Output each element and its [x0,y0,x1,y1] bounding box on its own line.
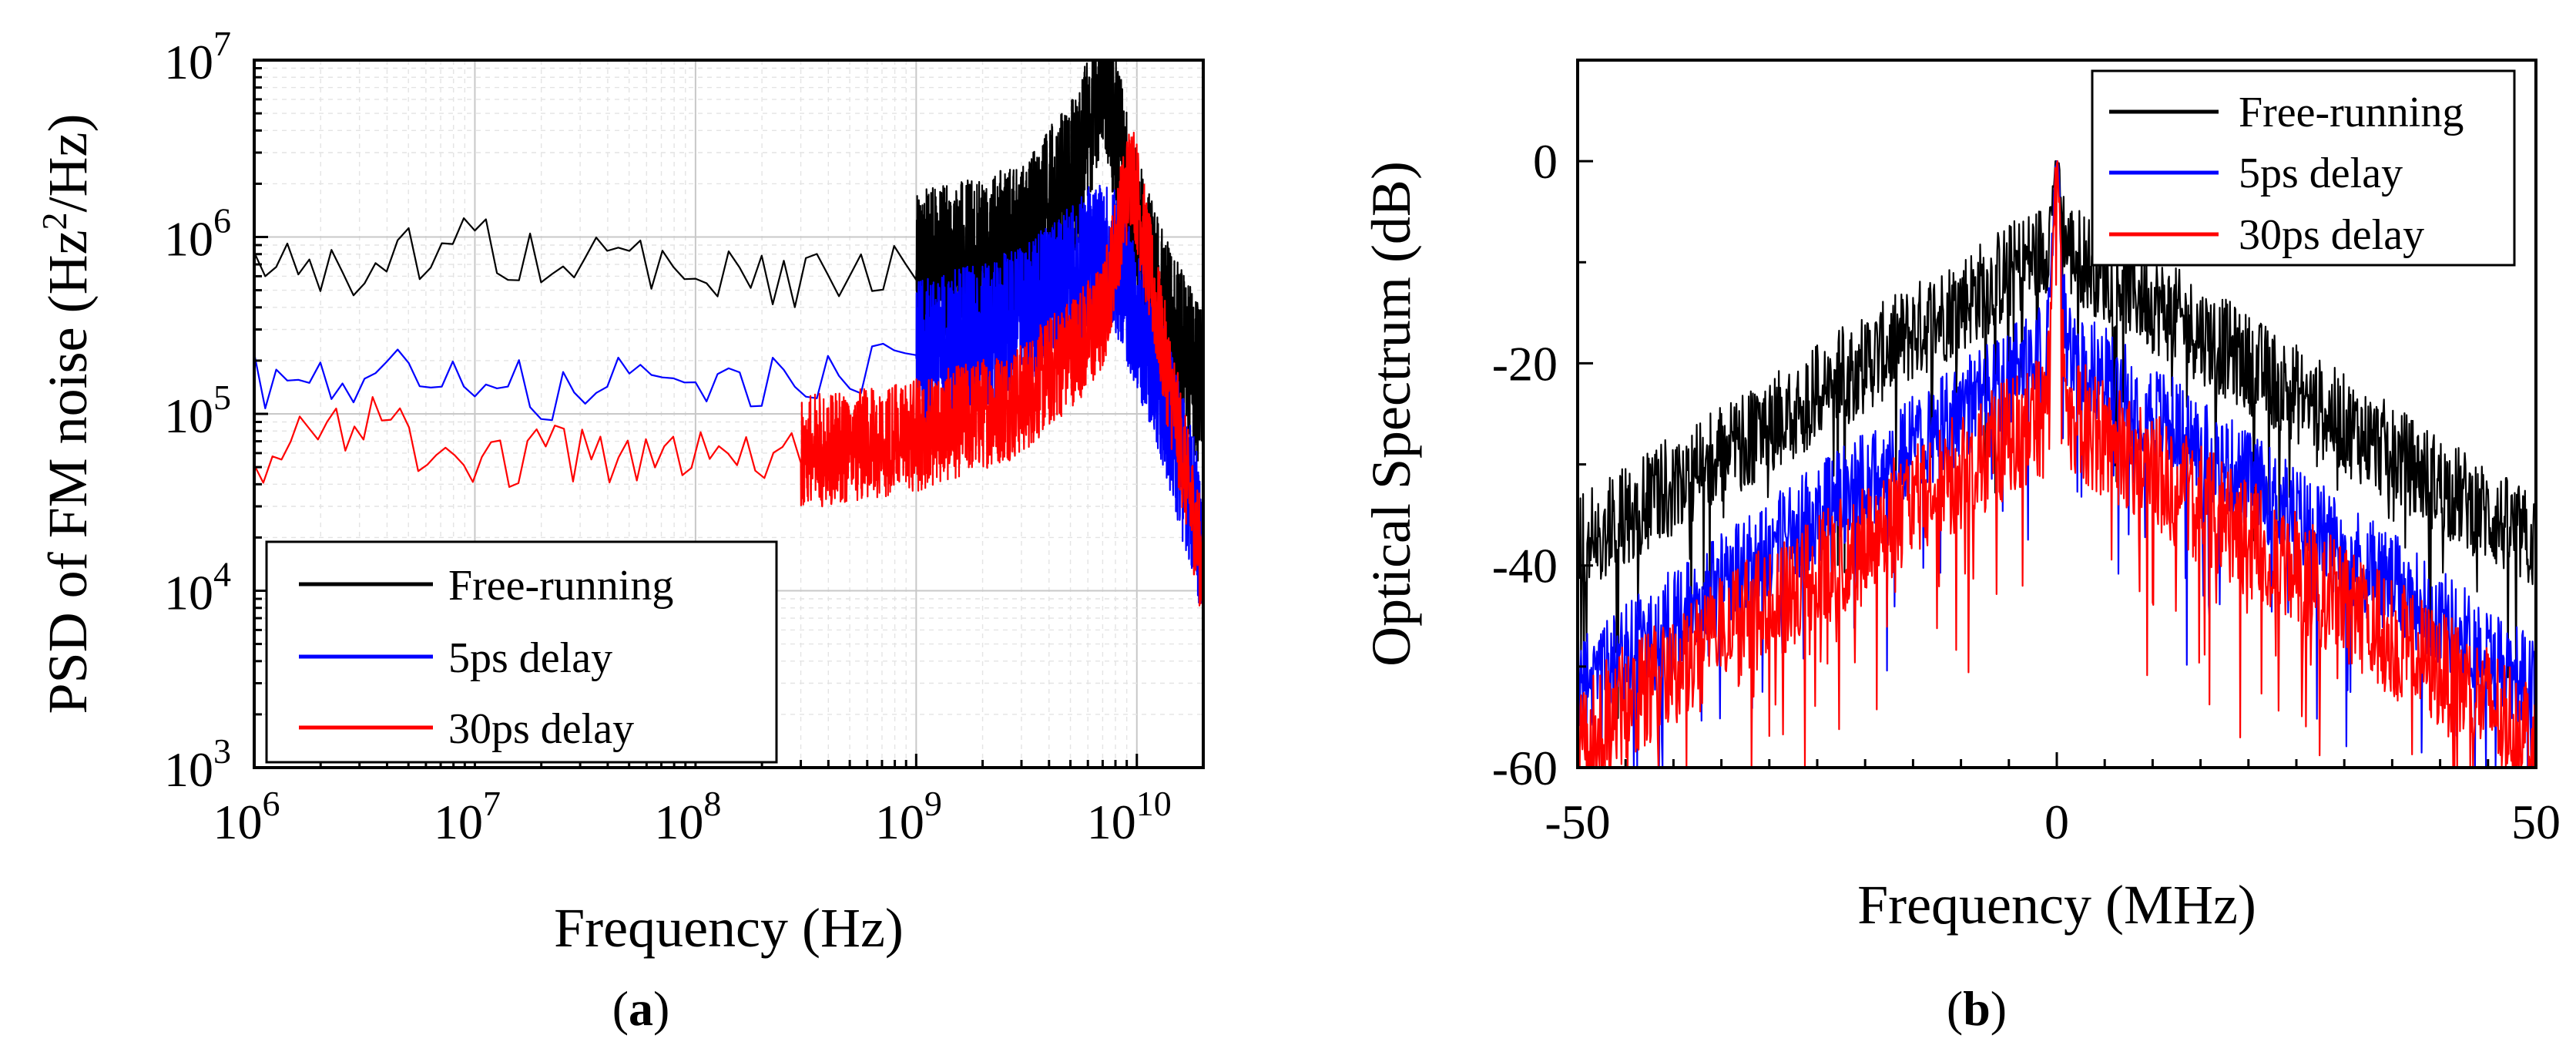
panel-a-y-tick-labels: 103 104 105 106 107 [164,24,231,797]
panel-b-legend-label-free-running: Free-running [2239,89,2464,136]
y-tick-label-minus60: -60 [1492,741,1558,795]
panel-b-legend-label-5ps-delay: 5ps delay [2239,150,2403,197]
y-tick-label-0: 0 [1533,134,1558,189]
panel-a-legend-label-free-running: Free-running [448,562,673,610]
panel-a-caption: (a) [612,981,670,1036]
y-tick-label-minus40: -40 [1492,539,1558,593]
x-tick-label-minus50: -50 [1545,795,1610,849]
y-tick-label-minus20: -20 [1492,336,1558,391]
panel-a-series [253,59,1205,619]
y-tick-label-1e5: 105 [164,378,231,443]
x-tick-label-1e9: 109 [875,784,942,849]
panel-b-legend: Free-running 5ps delay 30ps delay [2091,69,2516,267]
panel-a-legend: Free-running 5ps delay 30ps delay [265,540,778,764]
panel-b-series [1576,160,2537,769]
x-tick-label-50: 50 [2511,795,2561,849]
panel-a-x-tick-labels: 106 107 108 109 1010 [213,784,1172,849]
panel-b-series-30ps-delay [1576,160,2537,769]
panel-a-y-axis-title: PSD of FM noise (Hz2/Hz) [35,114,99,714]
panel-a-series-30ps-delay [253,131,1205,607]
panel-a-psd-chart: 106 107 108 109 1010 103 104 105 106 107 Frequen… [35,24,1205,1036]
panel-b-ticks [1576,59,2537,769]
y-tick-label-1e6: 106 [164,201,231,267]
panel-b-legend-label-30ps-delay: 30ps delay [2239,211,2424,259]
x-tick-label-1e6: 106 [213,784,280,849]
y-tick-label-1e4: 104 [164,555,231,620]
panel-a-legend-label-30ps-delay: 30ps delay [448,705,634,753]
x-tick-label-1e8: 108 [654,784,721,849]
panel-b-caption: (b) [1947,981,2007,1036]
panel-b-x-tick-labels: -50 0 50 [1545,795,2561,849]
panel-a-legend-label-5ps-delay: 5ps delay [448,634,612,682]
panel-b-optical-spectrum-chart: -50 0 50 0 -20 -40 -60 Frequency (MHz) Optica… [1360,59,2561,1036]
panel-a-x-axis-title: Frequency (Hz) [554,897,904,959]
x-tick-label-0: 0 [2044,795,2069,849]
panel-b-x-axis-title: Frequency (MHz) [1857,874,2256,936]
x-tick-label-1e10: 1010 [1087,784,1172,849]
panel-b-y-axis-title: Optical Spectrum (dB) [1360,161,1422,667]
y-tick-label-1e7: 107 [164,24,231,89]
panel-b-y-tick-labels: 0 -20 -40 -60 [1492,134,1558,795]
y-tick-label-1e3: 103 [164,731,231,797]
x-tick-label-1e7: 107 [434,784,501,849]
panel-a-legend-box [265,540,778,764]
